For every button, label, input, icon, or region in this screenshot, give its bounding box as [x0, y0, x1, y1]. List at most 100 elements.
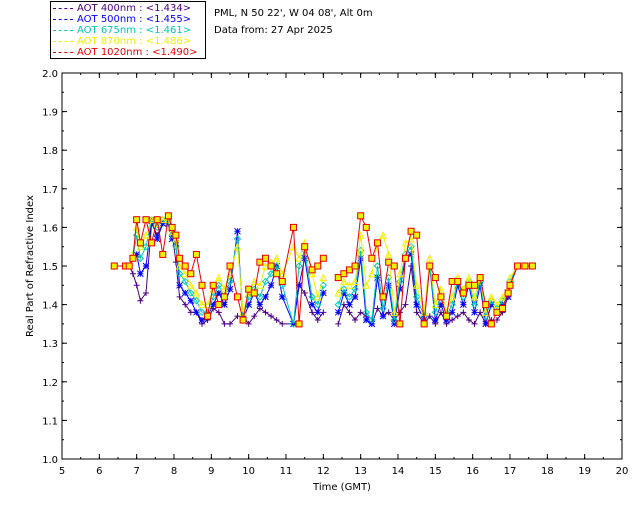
- data-point: [340, 270, 348, 278]
- data-point: [278, 293, 286, 301]
- data-point: [407, 242, 415, 251]
- data-point: [396, 285, 404, 293]
- data-point: [493, 300, 501, 309]
- data-point: [493, 308, 501, 316]
- data-point: [352, 317, 359, 324]
- x-tick-label: 18: [541, 466, 554, 477]
- data-point: [314, 308, 322, 316]
- x-tick-label: 9: [208, 466, 214, 477]
- data-point: [334, 300, 342, 309]
- data-point: [334, 288, 343, 297]
- data-point: [129, 270, 136, 277]
- data-point: [198, 281, 206, 289]
- data-point: [437, 285, 445, 293]
- data-point: [267, 262, 275, 270]
- data-point: [245, 320, 252, 327]
- data-point: [187, 309, 194, 316]
- x-tick-label: 10: [242, 466, 255, 477]
- data-point: [279, 320, 286, 327]
- data-point: [506, 281, 514, 289]
- data-point: [362, 316, 370, 324]
- y-tick-label: 1.7: [42, 185, 58, 196]
- data-point: [373, 239, 381, 247]
- data-point: [460, 309, 467, 316]
- data-point: [308, 293, 316, 301]
- data-point: [481, 308, 490, 316]
- data-point: [226, 285, 234, 293]
- data-point: [368, 269, 376, 278]
- data-point: [487, 301, 495, 308]
- data-point: [431, 274, 439, 282]
- data-point: [137, 297, 144, 304]
- data-point: [233, 293, 241, 301]
- data-point: [181, 269, 190, 278]
- data-point: [346, 309, 353, 316]
- data-point: [142, 262, 150, 270]
- data-point: [214, 273, 223, 282]
- data-point: [168, 235, 176, 243]
- data-point: [295, 281, 303, 289]
- data-point: [245, 301, 253, 308]
- data-point: [133, 216, 141, 224]
- data-point: [181, 289, 189, 297]
- legend-swatch: [53, 52, 73, 53]
- data-point: [362, 223, 370, 231]
- data-point: [181, 262, 189, 270]
- x-tick-label: 20: [616, 466, 629, 477]
- data-point: [487, 292, 496, 301]
- data-point: [250, 289, 258, 297]
- data-point: [471, 308, 478, 316]
- data-point: [390, 320, 398, 328]
- legend: AOT 400nm : <1.434> AOT 500nm : <1.455> AO…: [50, 1, 206, 59]
- data-point: [471, 281, 479, 289]
- y-tick-label: 1.9: [42, 108, 58, 119]
- data-point: [407, 227, 415, 235]
- data-point: [459, 301, 467, 308]
- data-point: [147, 215, 156, 224]
- data-point: [250, 277, 259, 285]
- data-point: [278, 277, 286, 285]
- data-point: [351, 285, 359, 293]
- data-point: [193, 308, 200, 316]
- data-point: [133, 251, 141, 258]
- data-point: [234, 227, 241, 235]
- data-point: [261, 277, 270, 286]
- data-point: [425, 254, 434, 262]
- data-point: [187, 297, 195, 305]
- data-point: [374, 274, 381, 281]
- data-point: [192, 288, 201, 297]
- data-point: [215, 309, 222, 316]
- data-point: [465, 273, 473, 282]
- data-point: [148, 239, 156, 247]
- data-point: [215, 289, 223, 297]
- x-tick-label: 7: [133, 466, 139, 477]
- data-point: [313, 292, 322, 301]
- data-point: [454, 313, 461, 320]
- data-point: [345, 281, 354, 289]
- data-point: [176, 281, 183, 289]
- data-point: [448, 292, 456, 301]
- data-point: [215, 301, 223, 309]
- data-point: [351, 277, 359, 285]
- data-point: [137, 270, 144, 278]
- data-point: [251, 313, 258, 320]
- data-point: [289, 223, 297, 231]
- data-point: [143, 290, 149, 297]
- data-point: [314, 262, 322, 270]
- legend-label: AOT 870nm : <1.486>: [77, 36, 192, 47]
- data-point: [301, 290, 308, 297]
- data-point: [175, 261, 184, 270]
- data-point: [504, 293, 512, 301]
- data-point: [449, 317, 456, 324]
- x-tick-label: 11: [280, 466, 293, 477]
- data-point: [384, 250, 393, 258]
- x-tick-label: 16: [466, 466, 479, 477]
- site-info: PML, N 50 22', W 04 08', Alt 0m: [214, 8, 373, 19]
- data-point: [335, 320, 342, 327]
- legend-swatch: [53, 19, 73, 20]
- legend-label: AOT 1020nm : <1.490>: [77, 47, 198, 58]
- data-point: [513, 262, 521, 270]
- data-point: [345, 293, 354, 301]
- data-point: [221, 320, 228, 327]
- data-point: [301, 254, 309, 262]
